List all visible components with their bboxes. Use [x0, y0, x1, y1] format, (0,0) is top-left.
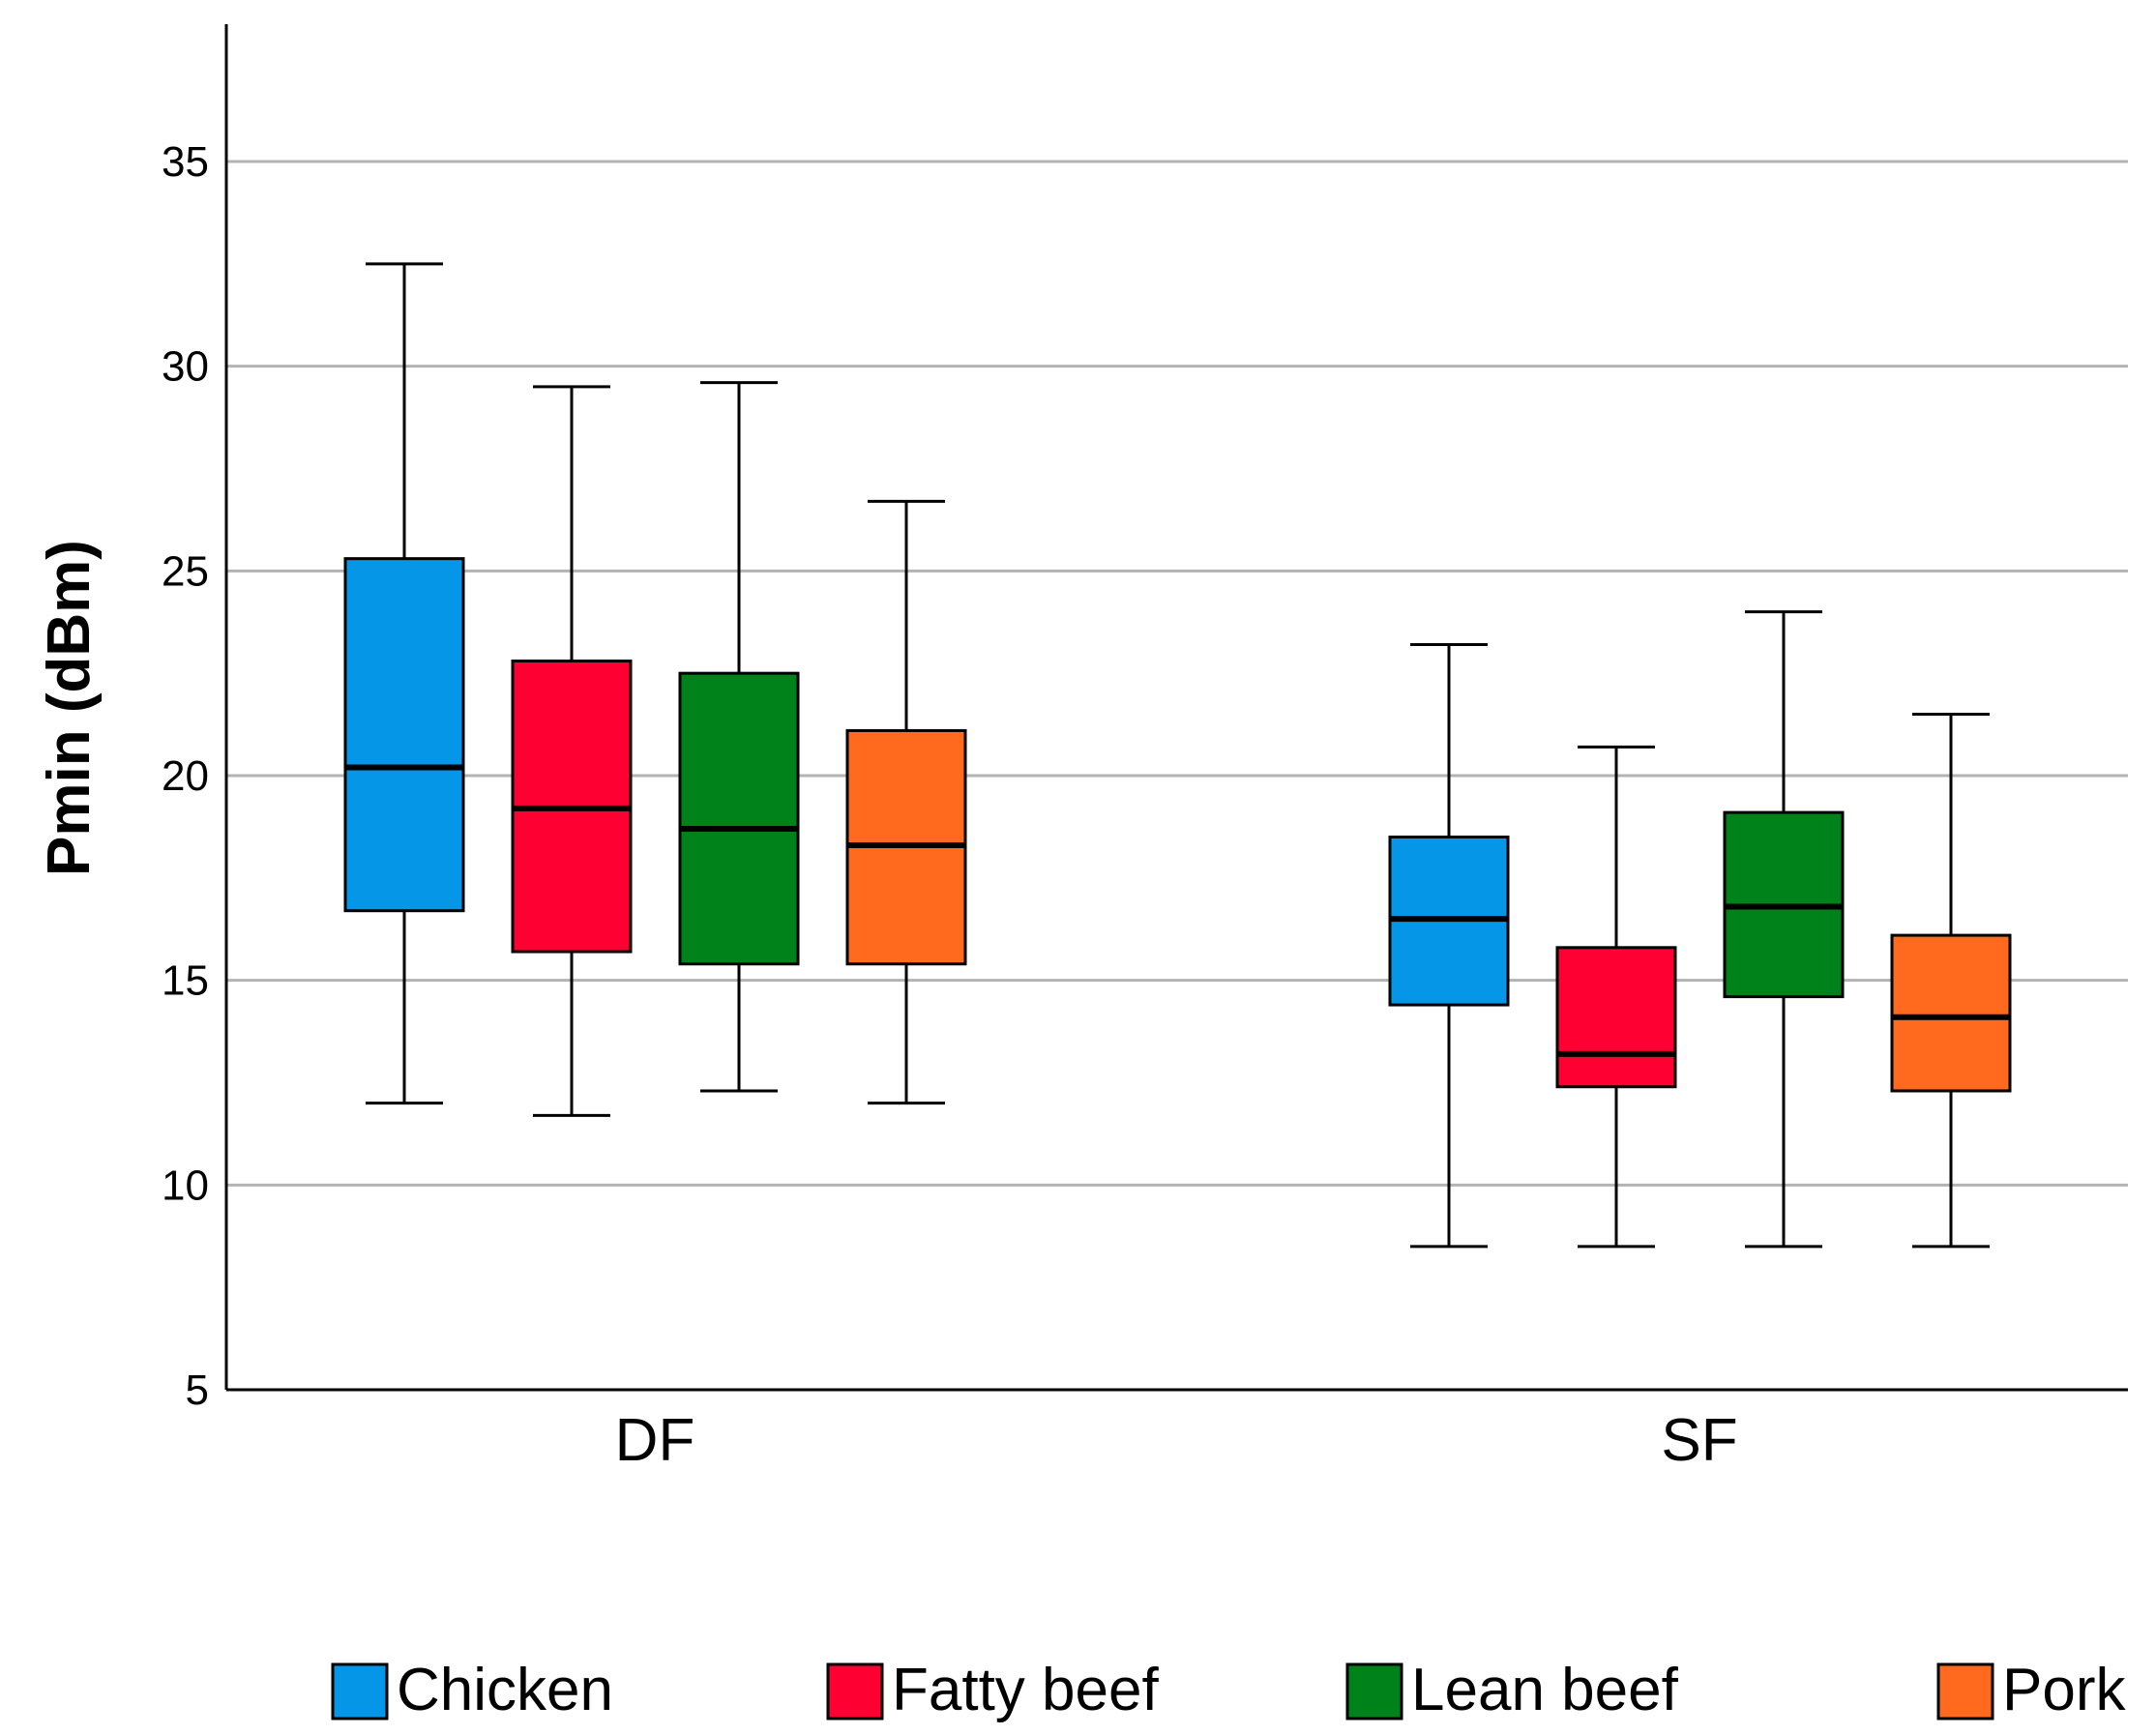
y-tick-label: 15 — [162, 957, 209, 1005]
x-axis-categories: DF SF — [615, 1407, 1738, 1474]
y-tick-label: 25 — [162, 547, 209, 595]
legend-swatch — [1936, 1662, 1994, 1720]
box-lean-beef-df — [678, 381, 800, 1093]
legend-item-fatty-beef: Fatty beef — [826, 1657, 1159, 1723]
y-tick-label: 5 — [186, 1367, 209, 1414]
boxes — [343, 262, 2012, 1249]
box-fatty-beef-sf — [1555, 745, 1677, 1249]
y-tick-label: 35 — [162, 138, 209, 186]
legend-label: Fatty beef — [892, 1657, 1159, 1723]
box-chicken-df — [343, 262, 465, 1105]
axes — [224, 24, 2128, 1392]
y-axis-title: Pmin (dBm) — [36, 540, 103, 876]
box-chicken-sf — [1388, 643, 1510, 1249]
x-category-label: SF — [1661, 1407, 1737, 1474]
box-fatty-beef-df — [511, 385, 633, 1117]
y-tick-label: 30 — [162, 343, 209, 391]
legend-swatch — [826, 1662, 884, 1720]
legend-label: Pork — [2002, 1657, 2126, 1723]
box-pork-df — [845, 499, 967, 1105]
y-axis-ticks: 5 10 15 20 25 30 35 — [162, 138, 209, 1414]
box-pork-sf — [1890, 713, 2012, 1249]
legend-item-lean-beef: Lean beef — [1345, 1657, 1679, 1723]
iqr-box — [678, 671, 800, 966]
legend-label: Lean beef — [1411, 1657, 1679, 1723]
iqr-box — [343, 557, 465, 913]
y-tick-label: 10 — [162, 1162, 209, 1209]
x-category-label: DF — [615, 1407, 695, 1474]
iqr-box — [1555, 946, 1677, 1089]
legend: Chicken Fatty beef Lean beef Pork — [331, 1657, 2126, 1723]
y-tick-label: 20 — [162, 752, 209, 800]
legend-item-chicken: Chicken — [331, 1657, 613, 1723]
iqr-box — [1890, 933, 2012, 1093]
legend-swatch — [331, 1662, 389, 1720]
legend-swatch — [1345, 1662, 1403, 1720]
legend-label: Chicken — [397, 1657, 613, 1723]
box-lean-beef-sf — [1723, 610, 1845, 1249]
legend-item-pork: Pork — [1936, 1657, 2126, 1723]
